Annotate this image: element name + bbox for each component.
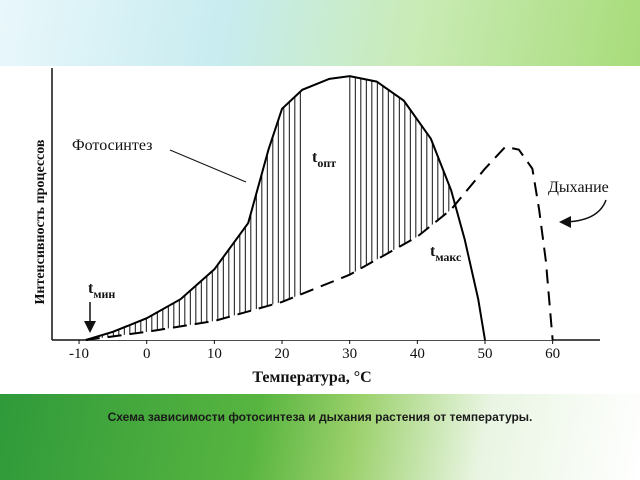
x-tick-label: 10 [207, 346, 222, 362]
annotation-sub: макс [435, 250, 462, 264]
x-axis-label: Температура, °С [252, 369, 371, 386]
series-line [85, 75, 486, 341]
caption: Схема зависимости фотосинтеза и дыхания … [107, 410, 533, 424]
chart: Интенсивность процессов Температура, °С … [33, 68, 609, 386]
legend-label: Фотосинтез [72, 137, 152, 154]
x-tick-label: 20 [275, 346, 290, 362]
annotation-sub: опт [317, 156, 336, 170]
top-banner [0, 0, 640, 66]
annotation-sub: мин [93, 287, 115, 301]
legend-label: Дыхание [548, 179, 609, 196]
annotation: tмакс [430, 243, 462, 264]
annotation-main: t [430, 243, 436, 260]
x-tick-label: 40 [410, 346, 425, 362]
respiration-mask [85, 146, 553, 340]
leader-line [169, 149, 247, 183]
annotation: tмин [88, 280, 115, 301]
arrow [559, 199, 607, 228]
x-tick-label: -10 [69, 346, 89, 362]
y-axis-label: Интенсивность процессов [33, 139, 48, 304]
bottom-banner [0, 394, 640, 480]
annotation-main: t [312, 149, 318, 166]
x-tick-label: 30 [342, 346, 357, 362]
annotation: tопт [312, 149, 336, 170]
x-tick-label: 50 [477, 346, 492, 362]
x-tick-label: 60 [545, 346, 560, 362]
x-tick-label: 0 [143, 346, 151, 362]
annotation-main: t [88, 280, 94, 297]
series-line [85, 145, 554, 341]
